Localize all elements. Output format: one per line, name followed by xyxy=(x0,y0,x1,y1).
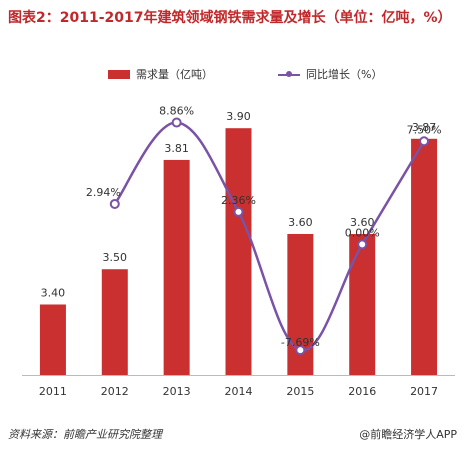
bar-label-2015: 3.60 xyxy=(288,216,313,229)
growth-point-2015 xyxy=(295,345,306,356)
legend-swatch-bar xyxy=(108,69,130,79)
brand-note: @前瞻经济学人APP xyxy=(359,428,457,441)
legend: 需求量（亿吨） 同比增长（%） xyxy=(0,66,467,84)
legend-item-growth: 同比增长（%） xyxy=(278,66,382,82)
bar-label-2013: 3.81 xyxy=(164,142,189,155)
source-note: 资料来源：前瞻产业研究院整理 xyxy=(8,428,162,441)
growth-label-2014: 2.36% xyxy=(221,194,256,207)
x-tick-2011: 2011 xyxy=(39,385,67,398)
chart-title: 图表2：2011-2017年建筑领域钢铁需求量及增长（单位：亿吨，%） xyxy=(8,10,452,26)
growth-point-2017 xyxy=(419,136,430,147)
bar-2017 xyxy=(411,138,438,375)
growth-label-2017: 7.50% xyxy=(407,123,442,136)
bar-label-2014: 3.90 xyxy=(226,110,251,123)
bar-2011 xyxy=(39,304,66,375)
growth-point-2014 xyxy=(233,206,244,217)
growth-label-2015: -7.69% xyxy=(281,336,320,349)
growth-point-2013 xyxy=(171,117,182,128)
growth-label-2013: 8.86% xyxy=(159,105,194,118)
bar-2014 xyxy=(225,128,252,375)
bar-label-2012: 3.50 xyxy=(103,251,128,264)
x-tick-2012: 2012 xyxy=(101,385,129,398)
bar-label-2017: 3.87 xyxy=(412,121,437,134)
bar-2012 xyxy=(101,269,128,375)
bar-label-2011: 3.40 xyxy=(41,286,66,299)
x-tick-2016: 2016 xyxy=(348,385,376,398)
legend-swatch-line xyxy=(278,70,300,79)
x-tick-2017: 2017 xyxy=(410,385,438,398)
legend-label-demand: 需求量（亿吨） xyxy=(136,68,213,81)
x-tick-2013: 2013 xyxy=(163,385,191,398)
x-tick-2015: 2015 xyxy=(286,385,314,398)
growth-label-2016: 0.00% xyxy=(345,226,380,239)
growth-point-2016 xyxy=(357,239,368,250)
legend-label-growth: 同比增长（%） xyxy=(306,68,383,81)
growth-label-2012: 2.94% xyxy=(86,186,121,199)
legend-item-demand: 需求量（亿吨） xyxy=(108,66,213,82)
bar-2013 xyxy=(163,159,190,375)
bar-label-2016: 3.60 xyxy=(350,216,375,229)
x-tick-2014: 2014 xyxy=(225,385,253,398)
bar-2016 xyxy=(349,233,376,375)
growth-point-2012 xyxy=(109,198,120,209)
